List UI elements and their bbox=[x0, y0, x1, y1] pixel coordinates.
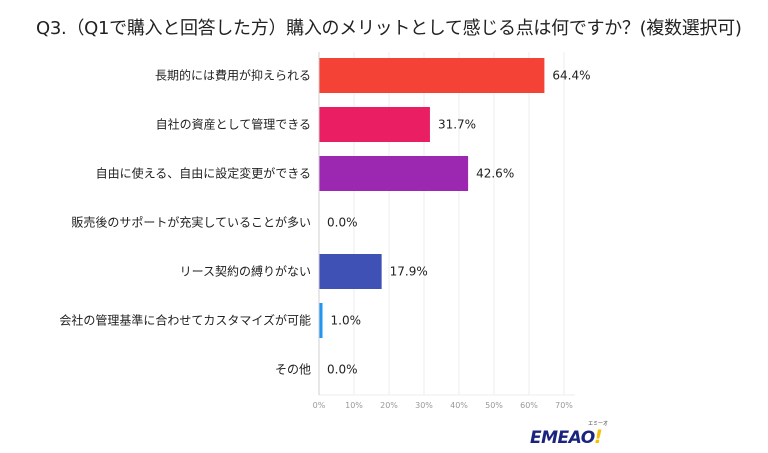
bars bbox=[319, 58, 545, 338]
x-tick-label: 40% bbox=[450, 401, 468, 410]
x-tick-label: 50% bbox=[485, 401, 503, 410]
svg-text:EMEAO: EMEAO bbox=[530, 428, 595, 446]
gridlines bbox=[319, 52, 575, 396]
value-label: 31.7% bbox=[438, 118, 476, 132]
category-label: 自社の資産として管理できる bbox=[156, 117, 311, 132]
x-tick-labels: 0% 10% 20% 30% 40% 50% 60% 70% bbox=[313, 401, 574, 410]
svg-text:!: ! bbox=[594, 426, 603, 446]
value-label: 1.0% bbox=[331, 314, 362, 328]
value-label: 0.0% bbox=[327, 363, 358, 377]
svg-text:エミーオ: エミーオ bbox=[588, 421, 608, 427]
bar bbox=[319, 254, 382, 289]
x-tick-label: 70% bbox=[555, 401, 573, 410]
emeao-logo: エミーオ EMEAO ! bbox=[528, 418, 608, 448]
x-tick-label: 60% bbox=[520, 401, 538, 410]
bar bbox=[319, 303, 323, 338]
bar bbox=[319, 156, 469, 191]
category-label: 長期的には費用が抑えられる bbox=[155, 68, 311, 83]
value-label: 42.6% bbox=[476, 167, 514, 181]
value-label: 64.4% bbox=[552, 69, 590, 83]
category-label: リース契約の縛りがない bbox=[180, 264, 311, 279]
category-label: 自由に使える、自由に設定変更ができる bbox=[96, 166, 311, 181]
category-labels: 長期的には費用が抑えられる自社の資産として管理できる自由に使える、自由に設定変更… bbox=[59, 68, 311, 377]
x-tick-label: 0% bbox=[313, 401, 326, 410]
value-labels: 64.4% 31.7% 42.6% 0.0% 17.9% 1.0% 0.0% bbox=[327, 69, 591, 377]
x-tick-label: 20% bbox=[380, 401, 398, 410]
x-tick-label: 30% bbox=[415, 401, 433, 410]
chart-title: Q3.（Q1で購入と回答した方）購入のメリットとして感じる点は何ですか？(複数選… bbox=[36, 18, 742, 39]
bar bbox=[319, 107, 430, 142]
value-label: 17.9% bbox=[390, 265, 428, 279]
category-label: 会社の管理基準に合わせてカスタマイズが可能 bbox=[59, 313, 311, 328]
value-label: 0.0% bbox=[327, 216, 358, 230]
x-tick-label: 10% bbox=[345, 401, 363, 410]
category-label: その他 bbox=[275, 363, 311, 377]
bar bbox=[319, 58, 545, 93]
category-label: 販売後のサポートが充実していることが多い bbox=[71, 215, 311, 230]
